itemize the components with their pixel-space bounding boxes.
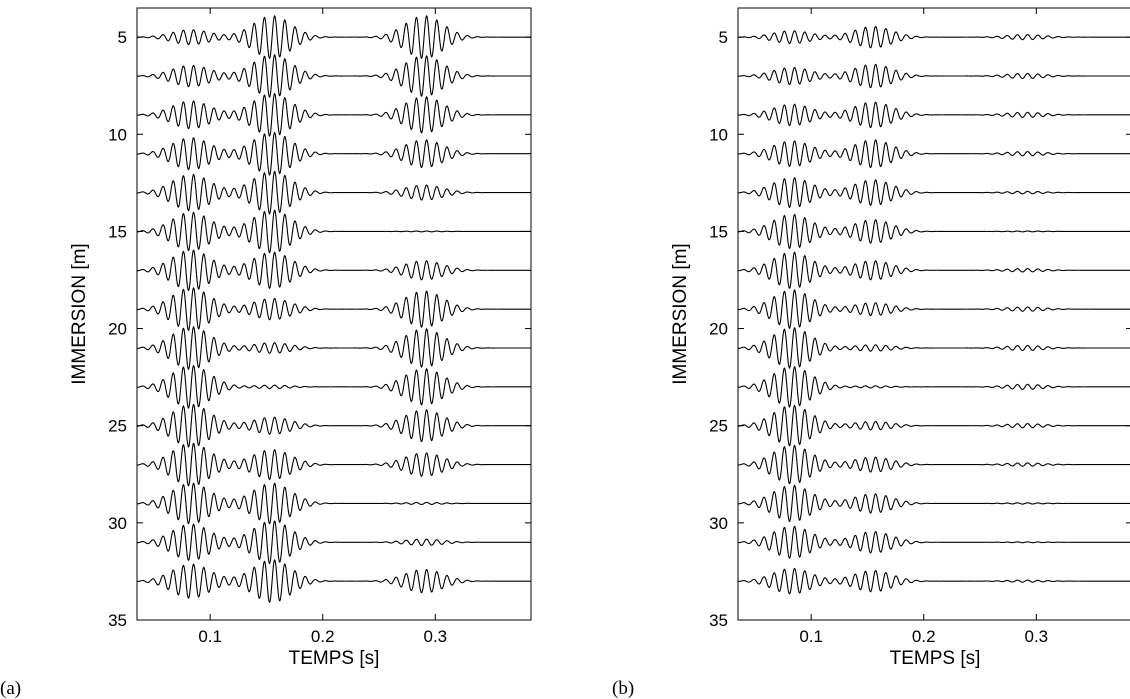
x-axis-label: TEMPS [s] — [890, 648, 981, 669]
y-tick-label: 10 — [709, 125, 728, 144]
trace-depth-19 — [137, 287, 531, 332]
x-tick-label: 0.1 — [799, 627, 823, 646]
y-tick-label: 35 — [709, 611, 728, 630]
y-tick-label: 15 — [709, 222, 728, 241]
trace-depth-5 — [137, 15, 531, 60]
trace-depth-21 — [137, 325, 531, 371]
trace-depth-11 — [137, 131, 531, 176]
trace-depth-25 — [137, 403, 531, 448]
y-tick-label: 5 — [719, 28, 728, 47]
panel-label: (a) — [0, 678, 21, 699]
trace-depth-13 — [738, 177, 1130, 209]
trace-depth-21 — [738, 327, 1130, 369]
y-tick-label: 25 — [709, 417, 728, 436]
y-tick-label: 25 — [108, 417, 127, 436]
panel-b: 0.1 0.2 0.3 5 10 15 20 25 30 35 TEMPS [s] IMMERSION… — [612, 7, 1130, 699]
x-tick-label: 0.2 — [912, 627, 936, 646]
x-tick-label: 0.3 — [1024, 627, 1048, 646]
trace-depth-7 — [137, 53, 531, 99]
trace-depth-27 — [738, 444, 1130, 485]
trace-depth-15 — [137, 209, 531, 254]
trace-depth-27 — [137, 442, 531, 487]
y-axis-label: IMMERSION [m] — [69, 243, 90, 384]
y-tick-label: 30 — [709, 514, 728, 533]
axes-frame — [737, 7, 1130, 621]
trace-depth-23 — [137, 364, 531, 409]
trace-depth-29 — [738, 484, 1130, 523]
trace-depth-29 — [137, 482, 531, 525]
x-tick-label: 0.1 — [198, 627, 222, 646]
y-tick-label: 10 — [108, 125, 127, 144]
traces — [137, 15, 531, 604]
trace-depth-19 — [738, 289, 1130, 329]
x-tick-label: 0.3 — [423, 627, 447, 646]
y-tick-label: 30 — [108, 514, 127, 533]
trace-depth-15 — [738, 213, 1130, 250]
y-tick-label: 15 — [108, 222, 127, 241]
trace-depth-11 — [738, 139, 1130, 169]
trace-depth-31 — [738, 525, 1130, 559]
trace-depth-13 — [137, 170, 531, 215]
panel-label: (b) — [612, 678, 634, 699]
x-tick-label: 0.2 — [311, 627, 335, 646]
trace-depth-7 — [738, 63, 1130, 89]
trace-depth-23 — [738, 365, 1130, 408]
x-axis-label: TEMPS [s] — [289, 648, 380, 669]
y-tick-label: 20 — [108, 320, 127, 339]
trace-depth-9 — [137, 92, 531, 137]
axes-frame — [136, 7, 532, 621]
trace-depth-31 — [137, 520, 531, 565]
y-tick-label: 5 — [118, 28, 127, 47]
trace-depth-33 — [137, 559, 531, 604]
y-tick-label: 35 — [108, 611, 127, 630]
trace-depth-25 — [738, 404, 1130, 447]
trace-depth-33 — [738, 567, 1130, 595]
trace-depth-9 — [738, 101, 1130, 129]
traces — [738, 25, 1130, 595]
panel-a: 0.1 0.2 0.3 5 10 15 20 25 30 35 TEMPS [s] IMMERSION… — [0, 7, 532, 699]
y-axis-label: IMMERSION [m] — [670, 243, 691, 384]
trace-depth-17 — [738, 251, 1130, 290]
trace-depth-5 — [738, 25, 1130, 49]
trace-depth-17 — [137, 249, 531, 292]
y-tick-label: 20 — [709, 320, 728, 339]
